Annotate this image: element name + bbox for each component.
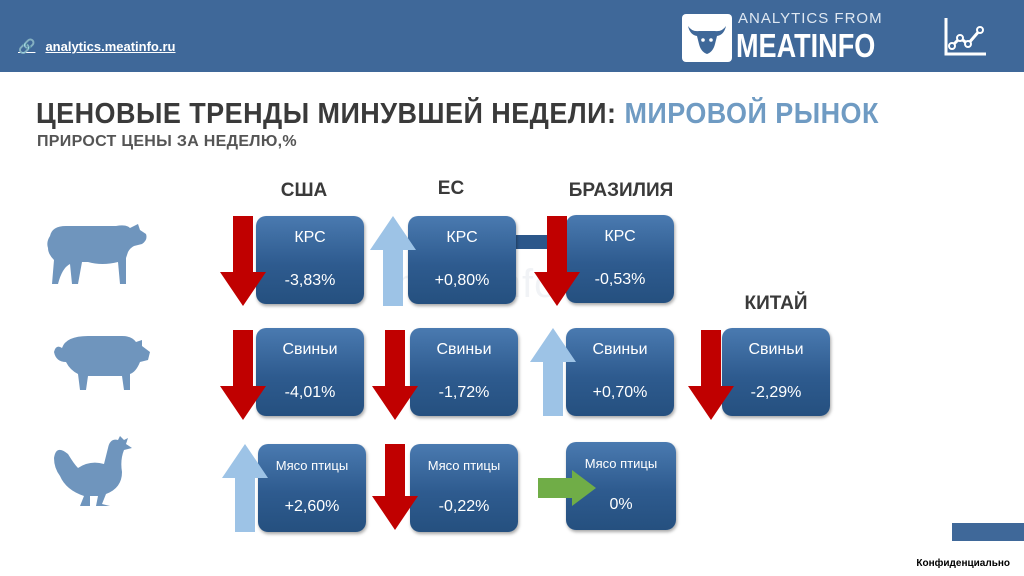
tile-value: -4,01%: [284, 384, 336, 401]
pig-icon: [54, 336, 150, 390]
column-eu: ЕС: [437, 178, 465, 199]
line-chart-icon: [944, 18, 986, 56]
site-link[interactable]: 🔗 analytics.meatinfo.ru: [18, 38, 175, 55]
down-arrow-icon: [220, 330, 266, 420]
chicken-icon: [54, 436, 132, 506]
link-icon: 🔗: [18, 38, 36, 54]
column-usa: США: [280, 180, 328, 201]
up-arrow-icon: [222, 444, 268, 532]
logo-wordmark: MEATINFO: [736, 27, 876, 64]
page-title: ЦЕНОВЫЕ ТРЕНДЫ МИНУВШЕЙ НЕДЕЛИ: МИРОВОЙ …: [36, 98, 879, 131]
tile-china-pork: Свиньи -2,29%: [722, 328, 830, 416]
tile-value: -2,29%: [750, 384, 802, 401]
tile-value: +0,80%: [434, 272, 490, 289]
column-china: КИТАЙ: [744, 293, 808, 314]
down-arrow-icon: [688, 330, 734, 420]
tile-brazil-cattle: КРС -0,53%: [566, 215, 674, 303]
tile-value: -1,72%: [438, 384, 490, 401]
down-arrow-icon: [372, 444, 418, 530]
header-bar: 🔗 analytics.meatinfo.ru ANALYTICS FROM M…: [0, 0, 1024, 72]
tile-label: Мясо птицы: [584, 456, 658, 471]
tile-label: Свиньи: [748, 341, 804, 358]
bull-logo-icon: [682, 14, 732, 62]
tile-eu-pork: Свиньи -1,72%: [410, 328, 518, 416]
title-main: ЦЕНОВЫЕ ТРЕНДЫ МИНУВШЕЙ НЕДЕЛИ:: [36, 98, 617, 130]
tile-label: КРС: [604, 228, 636, 245]
up-arrow-icon: [370, 216, 416, 306]
tile-usa-cattle: КРС -3,83%: [256, 216, 364, 304]
tile-value: +2,60%: [284, 498, 340, 515]
cow-icon: [47, 224, 147, 284]
tile-value: +0,70%: [592, 384, 648, 401]
tile-value: 0%: [609, 496, 633, 513]
tile-usa-pork: Свиньи -4,01%: [256, 328, 364, 416]
down-arrow-icon: [534, 216, 580, 306]
tile-usa-poultry: Мясо птицы +2,60%: [258, 444, 366, 532]
down-arrow-icon: [372, 330, 418, 420]
tile-label: Свиньи: [592, 341, 648, 358]
tile-label: Мясо птицы: [427, 458, 501, 473]
tile-label: Свиньи: [282, 341, 338, 358]
tile-eu-cattle: КРС +0,80%: [408, 216, 516, 304]
tile-value: -0,53%: [594, 271, 646, 288]
tile-label: Мясо птицы: [275, 458, 349, 473]
logo-subtitle: ANALYTICS FROM: [738, 10, 883, 27]
right-arrow-icon: [538, 470, 596, 506]
tile-label: КРС: [294, 229, 326, 246]
tile-connector: [512, 235, 552, 249]
tile-label: Свиньи: [436, 341, 492, 358]
tile-eu-poultry: Мясо птицы -0,22%: [410, 444, 518, 532]
column-brazil: БРАЗИЛИЯ: [568, 180, 674, 201]
confidential-label: Конфиденциально: [916, 558, 1010, 569]
tile-value: -0,22%: [438, 498, 490, 515]
up-arrow-icon: [530, 328, 576, 416]
down-arrow-icon: [220, 216, 266, 306]
tile-value: -3,83%: [284, 272, 336, 289]
page-subtitle: ПРИРОСТ ЦЕНЫ ЗА НЕДЕЛЮ,%: [37, 133, 297, 150]
site-link-text: analytics.meatinfo.ru: [45, 39, 176, 54]
footer-bar: [952, 523, 1024, 541]
tile-label: КРС: [446, 229, 478, 246]
title-accent: МИРОВОЙ РЫНОК: [624, 98, 879, 130]
tile-brazil-pork: Свиньи +0,70%: [566, 328, 674, 416]
